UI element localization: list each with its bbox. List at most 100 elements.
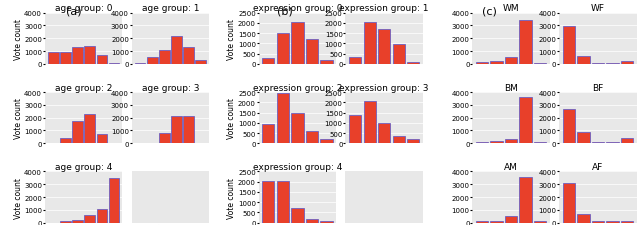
Y-axis label: Vote count: Vote count xyxy=(13,19,22,59)
Bar xyxy=(378,30,390,65)
Bar xyxy=(262,58,275,65)
Bar xyxy=(109,178,119,223)
Bar xyxy=(520,21,532,65)
Bar xyxy=(97,209,107,223)
Bar xyxy=(84,215,95,223)
Bar xyxy=(392,137,405,144)
Title: expression group: 1: expression group: 1 xyxy=(339,4,429,13)
Bar xyxy=(159,133,170,144)
Bar xyxy=(407,63,419,65)
Bar xyxy=(621,221,633,223)
Bar xyxy=(490,142,503,144)
Bar xyxy=(563,183,575,223)
Bar xyxy=(606,221,619,223)
Bar xyxy=(592,63,604,65)
Bar xyxy=(262,124,275,144)
Title: BF: BF xyxy=(593,83,604,92)
Bar xyxy=(262,181,275,223)
Bar xyxy=(534,221,547,223)
Bar xyxy=(520,98,532,144)
Bar xyxy=(520,177,532,223)
Bar xyxy=(621,61,633,65)
Bar xyxy=(563,109,575,144)
Bar xyxy=(534,63,547,65)
Bar xyxy=(84,114,95,144)
Bar xyxy=(563,27,575,65)
Bar xyxy=(184,48,194,65)
Bar xyxy=(505,58,517,65)
Bar xyxy=(407,140,419,144)
Bar xyxy=(60,53,70,65)
Bar xyxy=(577,57,589,65)
Bar xyxy=(276,34,289,65)
Y-axis label: Vote count: Vote count xyxy=(13,177,22,218)
Title: expression group: 4: expression group: 4 xyxy=(253,163,342,172)
Text: (c): (c) xyxy=(482,7,497,17)
Title: age group: 1: age group: 1 xyxy=(141,4,199,13)
Bar xyxy=(84,47,95,65)
Title: age group: 4: age group: 4 xyxy=(55,163,112,172)
Bar xyxy=(72,48,83,65)
Bar xyxy=(159,50,170,65)
Bar xyxy=(72,122,83,144)
Title: expression group: 3: expression group: 3 xyxy=(339,83,429,92)
Title: AF: AF xyxy=(593,163,604,172)
Bar xyxy=(476,63,488,65)
Bar xyxy=(60,139,70,144)
Bar xyxy=(147,58,157,65)
Title: BM: BM xyxy=(504,83,518,92)
Bar xyxy=(349,57,362,65)
Bar xyxy=(476,221,488,223)
Bar xyxy=(320,221,333,223)
Bar xyxy=(172,117,182,144)
Title: expression group: 0: expression group: 0 xyxy=(253,4,342,13)
Bar xyxy=(592,221,604,223)
Bar xyxy=(490,62,503,65)
Title: WM: WM xyxy=(503,4,520,13)
Bar xyxy=(97,135,107,144)
Title: AM: AM xyxy=(504,163,518,172)
Title: WF: WF xyxy=(591,4,605,13)
Bar xyxy=(195,143,205,144)
Y-axis label: Vote count: Vote count xyxy=(227,177,236,218)
Text: (a): (a) xyxy=(66,7,81,17)
Bar xyxy=(276,181,289,223)
Bar xyxy=(534,142,547,144)
Title: age group: 3: age group: 3 xyxy=(141,83,199,92)
Bar xyxy=(476,142,488,144)
Bar xyxy=(291,23,303,65)
Bar xyxy=(184,117,194,144)
Bar xyxy=(577,133,589,144)
Bar xyxy=(621,139,633,144)
Title: age group: 0: age group: 0 xyxy=(55,4,113,13)
Bar xyxy=(60,221,70,223)
Title: age group: 2: age group: 2 xyxy=(55,83,112,92)
Bar xyxy=(490,221,503,223)
Bar xyxy=(505,140,517,144)
Bar xyxy=(109,63,119,65)
Bar xyxy=(577,214,589,223)
Y-axis label: Vote count: Vote count xyxy=(227,19,236,59)
Bar xyxy=(195,61,205,65)
Bar xyxy=(320,61,333,65)
Bar xyxy=(135,63,145,65)
Bar xyxy=(392,45,405,65)
Bar xyxy=(72,220,83,223)
Bar xyxy=(364,23,376,65)
Bar xyxy=(606,63,619,65)
Text: (b): (b) xyxy=(277,7,292,17)
Y-axis label: Vote count: Vote count xyxy=(13,98,22,139)
Bar xyxy=(97,56,107,65)
Bar xyxy=(505,216,517,223)
Bar xyxy=(291,113,303,144)
Bar xyxy=(291,208,303,223)
Bar xyxy=(172,36,182,65)
Y-axis label: Vote count: Vote count xyxy=(227,98,236,139)
Bar xyxy=(364,102,376,144)
Bar xyxy=(306,40,318,65)
Bar xyxy=(276,94,289,144)
Bar xyxy=(306,131,318,144)
Title: expression group: 2: expression group: 2 xyxy=(253,83,342,92)
Bar xyxy=(49,53,59,65)
Bar xyxy=(592,142,604,144)
